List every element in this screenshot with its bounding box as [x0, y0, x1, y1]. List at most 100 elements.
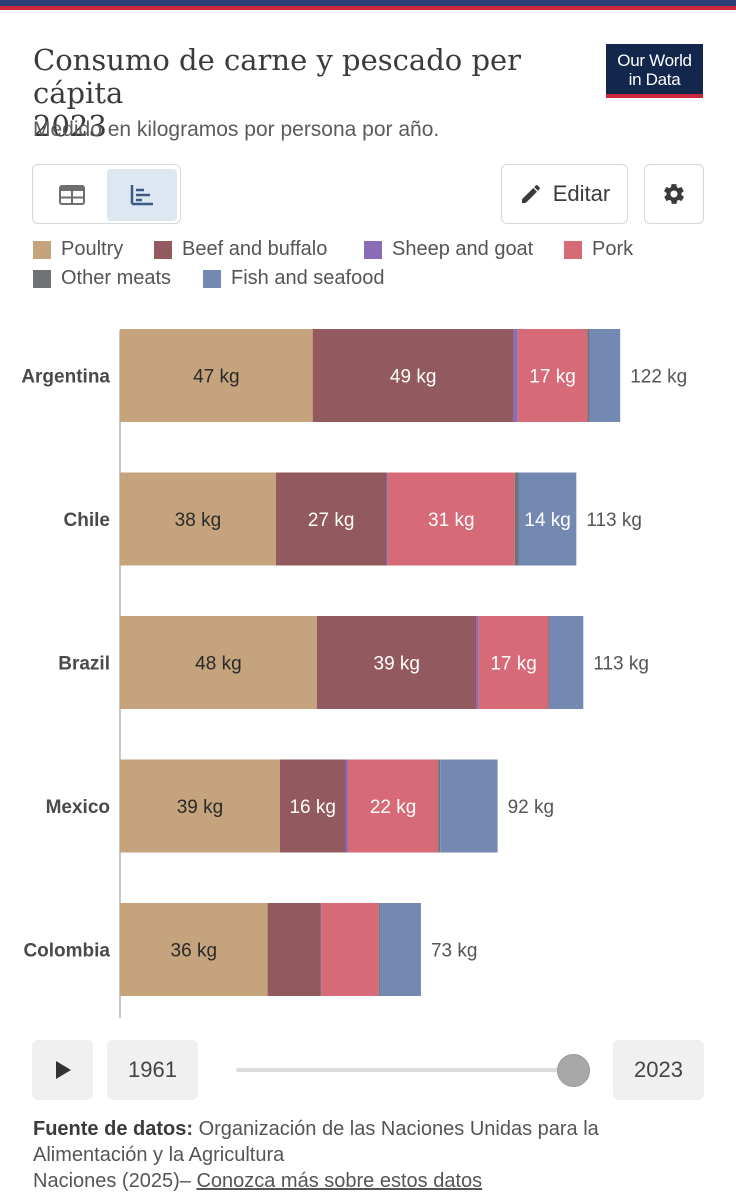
segment-label-chile-pork: 31 kg [428, 510, 474, 531]
segment-label-chile-fish: 14 kg [524, 510, 570, 531]
learn-more-link[interactable]: Conozca más sobre estos datos [196, 1170, 483, 1192]
legend-swatch-poultry [33, 240, 51, 259]
legend-swatch-beef [154, 240, 172, 259]
bar-segment-argentina-beef [312, 329, 514, 422]
category-label-mexico: Mexico [46, 797, 110, 818]
play-button[interactable] [32, 1040, 93, 1100]
bar-segment-brazil-fish [549, 616, 584, 709]
bar-chart-icon [130, 185, 153, 206]
gear-icon [664, 184, 684, 204]
bar-segment-mexico-other [438, 759, 441, 853]
bar-segment-argentina-other [587, 329, 590, 422]
category-label-argentina: Argentina [21, 367, 110, 388]
bar-segment-mexico-poultry [120, 759, 280, 853]
timeline-start-year[interactable]: 1961 [107, 1040, 198, 1100]
segment-label-brazil-poultry: 48 kg [195, 654, 241, 675]
title-line-2: 2023 [33, 109, 107, 143]
legend-item-pork[interactable]: Pork [564, 238, 633, 261]
source-note: Fuente de datos: Organización de las Nac… [33, 1116, 713, 1194]
bar-segment-argentina-sheep [513, 329, 518, 422]
timeline-handle[interactable] [557, 1054, 590, 1087]
bar-segment-colombia-beef [267, 903, 321, 996]
legend-item-sheep[interactable]: Sheep and goat [364, 238, 533, 261]
table-view-button[interactable] [37, 169, 107, 221]
view-toggle [32, 164, 181, 224]
settings-button[interactable] [644, 164, 704, 224]
legend-swatch-fish [203, 269, 221, 288]
bar-segment-colombia-poultry [120, 903, 268, 996]
total-label-brazil: 113 kg [593, 654, 649, 675]
segment-label-chile-poultry: 38 kg [175, 510, 221, 531]
chart-title: Consumo de carne y pescado per cápita 20… [33, 44, 593, 143]
bar-segment-chile-other [514, 472, 519, 566]
category-label-chile: Chile [64, 510, 110, 531]
logo-line-1: Our World [617, 51, 692, 70]
bar-segment-colombia-pork [321, 903, 379, 996]
total-label-colombia: 73 kg [431, 941, 477, 962]
bar-segment-argentina-pork [517, 329, 588, 422]
bar-segment-chile-beef [275, 472, 387, 566]
total-label-chile: 113 kg [586, 510, 642, 531]
bar-segment-chile-poultry [120, 472, 276, 566]
segment-label-brazil-pork: 17 kg [490, 654, 536, 675]
timeline-track[interactable] [236, 1068, 576, 1072]
bar-segment-colombia-sheep [320, 903, 322, 996]
bar-segment-mexico-beef [279, 759, 346, 853]
bar-segment-brazil-poultry [120, 616, 317, 709]
edit-button-label: Editar [552, 181, 611, 206]
table-icon [59, 185, 85, 205]
bar-segment-mexico-fish [440, 759, 498, 853]
bar-segment-brazil-pork [478, 616, 549, 709]
bar-segment-chile-sheep [386, 472, 388, 566]
segment-label-argentina-beef: 49 kg [390, 367, 436, 388]
bar-segment-mexico-sheep [345, 759, 348, 853]
bar-segment-chile-pork [387, 472, 515, 566]
play-icon [55, 1061, 71, 1079]
source-text-1: Organización de las Naciones Unidas para… [193, 1118, 599, 1140]
source-label: Fuente de datos: [33, 1118, 194, 1140]
category-label-brazil: Brazil [58, 654, 110, 675]
segment-label-brazil-beef: 39 kg [374, 654, 420, 675]
segment-label-colombia-poultry: 36 kg [171, 941, 217, 962]
stacked-bar-chart: Argentina 47 kg 49 kg 17 kg 122 kg Chile 38 kg… [21, 329, 687, 1018]
total-label-argentina: 122 kg [630, 367, 687, 388]
category-label-colombia: Colombia [23, 941, 110, 962]
bar-segment-colombia-other [378, 903, 380, 996]
pencil-icon [521, 185, 540, 203]
bar-segment-brazil-beef [316, 616, 477, 709]
edit-button[interactable]: Editar [501, 164, 628, 224]
legend-item-beef[interactable]: Beef and buffalo [154, 238, 327, 261]
segment-label-chile-beef: 27 kg [308, 510, 354, 531]
legend-item-poultry[interactable]: Poultry [33, 238, 123, 261]
source-text-3: Naciones (2025)– [33, 1170, 197, 1192]
legend-label-beef: Beef and buffalo [182, 238, 328, 260]
owid-logo[interactable]: Our World in Data [606, 44, 703, 98]
legend-label-poultry: Poultry [61, 238, 124, 260]
source-text-2: Alimentación y la Agricultura [33, 1144, 285, 1166]
segment-label-mexico-pork: 22 kg [370, 797, 416, 818]
legend-label-sheep: Sheep and goat [392, 238, 534, 260]
segment-label-argentina-poultry: 47 kg [193, 367, 239, 388]
chart-subtitle: Medido en kilogramos por persona por año… [33, 118, 440, 141]
logo-line-2: in Data [628, 70, 681, 89]
chart-view-button[interactable] [107, 169, 177, 221]
legend-item-fish[interactable]: Fish and seafood [203, 267, 384, 290]
total-label-mexico: 92 kg [508, 797, 554, 818]
legend-item-other[interactable]: Other meats [33, 267, 171, 290]
legend-swatch-other [33, 269, 51, 288]
bar-segment-colombia-fish [379, 903, 421, 996]
bar-segment-mexico-pork [347, 759, 439, 853]
title-line-1: Consumo de carne y pescado per cápita [33, 43, 522, 110]
legend-swatch-pork [564, 240, 582, 259]
legend-label-pork: Pork [592, 238, 634, 260]
segment-label-argentina-pork: 17 kg [529, 367, 575, 388]
top-brand-bar [0, 0, 736, 10]
legend-swatch-sheep [364, 240, 382, 259]
bar-segment-brazil-other [548, 616, 550, 709]
legend-label-other: Other meats [61, 267, 172, 289]
bar-segment-argentina-poultry [120, 329, 313, 422]
bar-segment-chile-fish [518, 472, 577, 566]
timeline-end-year[interactable]: 2023 [613, 1040, 704, 1100]
segment-label-mexico-beef: 16 kg [289, 797, 335, 818]
bar-segment-brazil-sheep [476, 616, 479, 709]
